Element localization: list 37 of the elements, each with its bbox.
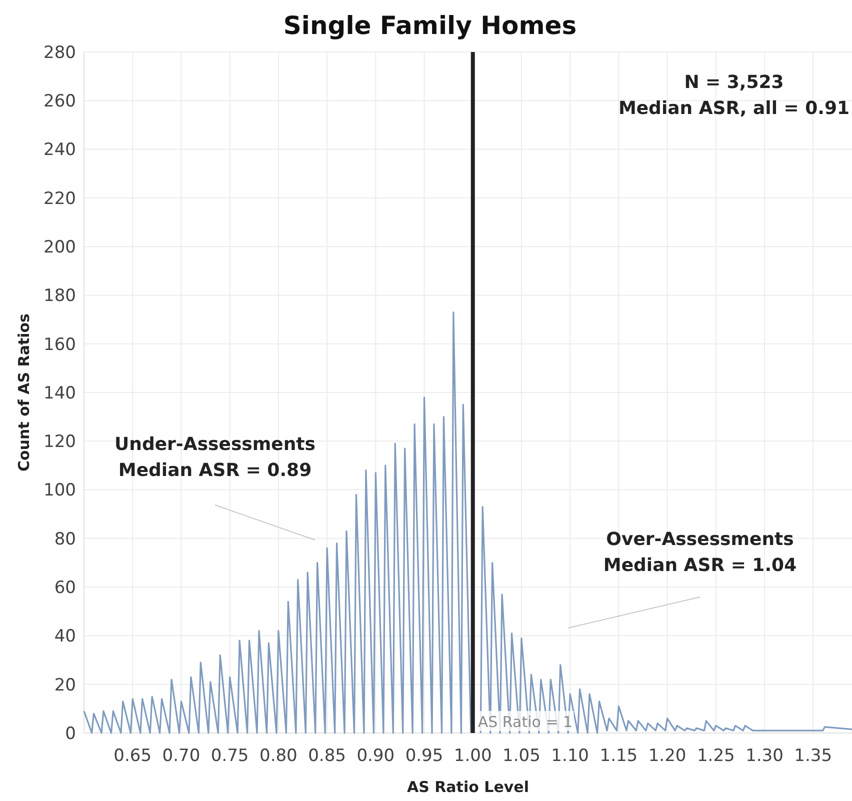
- annotation: N = 3,523 Median ASR, all = 0.91: [618, 72, 850, 119]
- x-tick-label: 0.65: [114, 746, 152, 766]
- x-tick-label: 1.00: [454, 746, 492, 766]
- x-tick-label: 1.35: [794, 746, 832, 766]
- y-axis-title: Count of AS Ratios: [15, 313, 33, 472]
- x-tick-label: 1.15: [600, 746, 638, 766]
- chart-title: Single Family Homes: [283, 11, 577, 40]
- y-tick-label: 160: [44, 334, 76, 355]
- x-tick-label: 0.90: [356, 746, 395, 766]
- y-tick-label: 80: [54, 529, 76, 550]
- y-tick-label: 200: [44, 238, 76, 258]
- annotation: Over-Assessments Median ASR = 1.04: [603, 529, 797, 576]
- y-tick-label: 60: [54, 578, 76, 598]
- x-tick-label: 1.20: [648, 746, 686, 766]
- y-tick-label: 40: [54, 626, 76, 647]
- y-tick-label: 140: [44, 383, 76, 404]
- ref-line-label: AS Ratio = 1: [478, 713, 573, 731]
- y-tick-label: 0: [65, 724, 76, 744]
- x-tick-label: 0.95: [405, 746, 444, 766]
- y-tick-label: 240: [44, 140, 76, 160]
- y-tick-label: 260: [44, 92, 76, 112]
- y-tick-label: 280: [44, 42, 76, 63]
- y-tick-label: 220: [44, 188, 76, 209]
- x-axis-title: AS Ratio Level: [407, 778, 529, 796]
- y-tick-label: 180: [44, 286, 76, 306]
- x-tick-label: 0.80: [260, 746, 298, 766]
- y-tick-label: 20: [54, 675, 76, 696]
- x-tick-label: 1.05: [502, 746, 540, 766]
- y-tick-label: 100: [44, 480, 76, 501]
- x-tick-label: 1.10: [551, 746, 590, 766]
- y-tick-label: 120: [44, 432, 76, 452]
- x-tick-label: 1.30: [746, 746, 784, 766]
- x-tick-label: 1.25: [696, 746, 735, 766]
- x-tick-label: 0.85: [308, 746, 346, 766]
- x-tick-label: 0.75: [210, 746, 249, 766]
- x-tick-label: 0.70: [162, 746, 200, 766]
- annotation: Under-Assessments Median ASR = 0.89: [114, 434, 316, 481]
